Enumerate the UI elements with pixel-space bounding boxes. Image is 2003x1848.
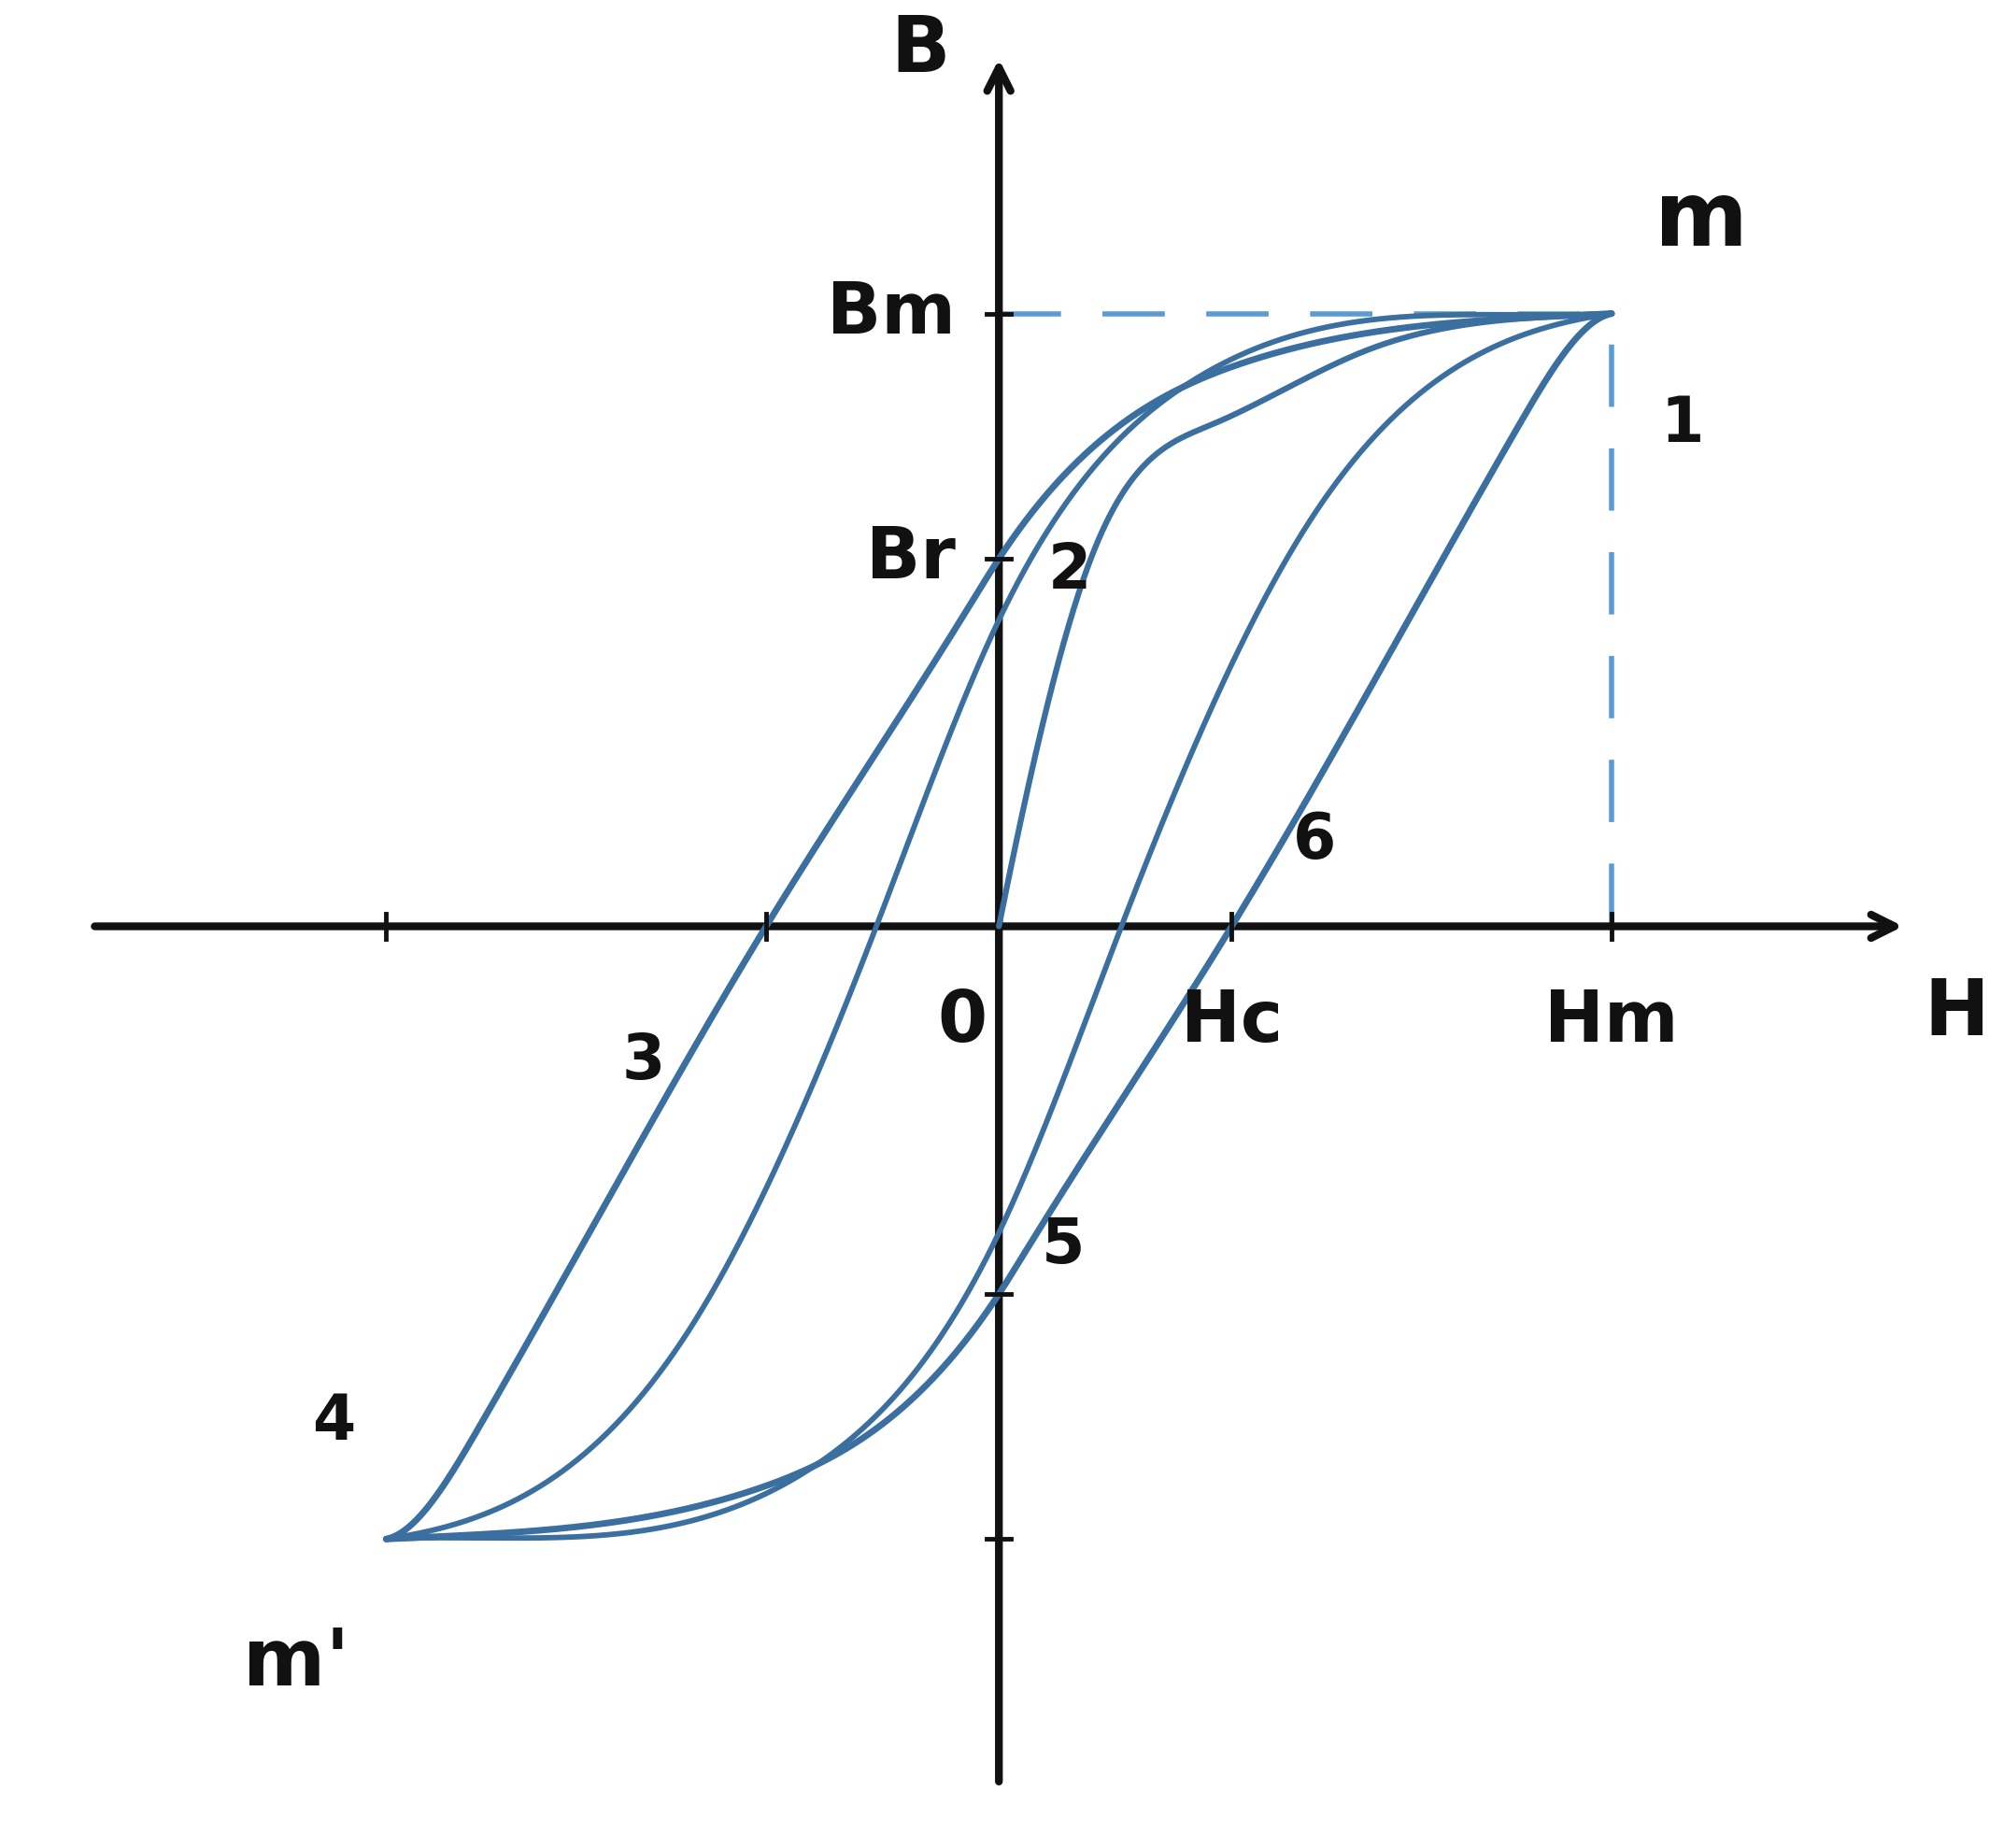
Text: 3: 3 [623, 1031, 665, 1092]
Text: Hm: Hm [1544, 987, 1679, 1057]
Text: B: B [891, 13, 949, 89]
Text: 2: 2 [1048, 540, 1092, 602]
Text: 4: 4 [312, 1392, 357, 1453]
Text: 0: 0 [937, 987, 987, 1057]
Text: H: H [1925, 976, 1989, 1052]
Text: Br: Br [867, 525, 955, 593]
Text: Hc: Hc [1180, 987, 1282, 1057]
Text: 1: 1 [1660, 394, 1705, 455]
Text: Bm: Bm [827, 279, 955, 347]
Text: m: m [1654, 177, 1749, 264]
Text: 5: 5 [1042, 1214, 1086, 1275]
Text: 6: 6 [1294, 809, 1336, 872]
Text: m': m' [242, 1624, 349, 1702]
